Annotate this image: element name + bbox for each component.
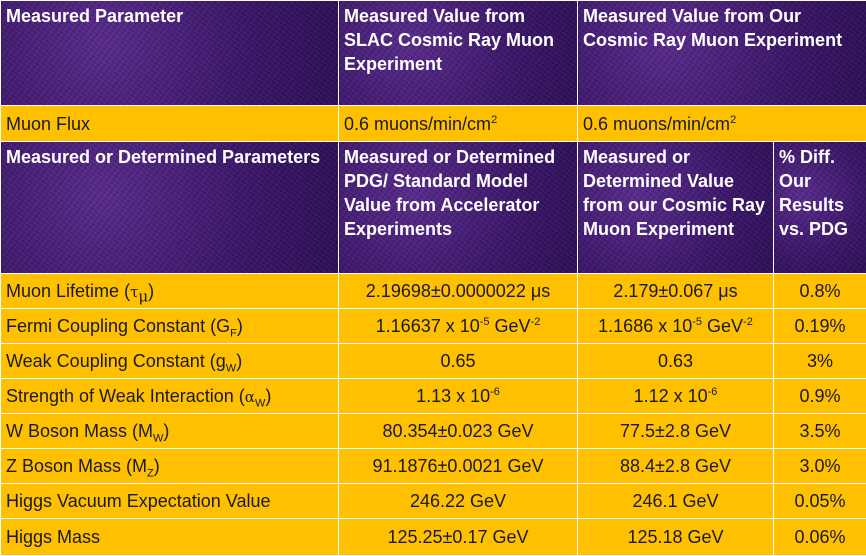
- param-name: W Boson Mass (MW): [1, 414, 339, 449]
- table-row: Z Boson Mass (MZ) 91.1876±0.0021 GeV 88.…: [1, 449, 866, 484]
- our-value: 1.1686 x 10-5 GeV-2: [578, 309, 774, 344]
- muon-flux-row: Muon Flux 0.6 muons/min/cm2 0.6 muons/mi…: [1, 106, 866, 142]
- pdg-value: 125.25±0.17 GeV: [339, 519, 578, 556]
- our-value: 125.18 GeV: [578, 519, 774, 556]
- header-determined-parameters: Measured or Determined Parameters: [1, 142, 339, 274]
- pdg-value: 1.16637 x 10-5 GeV-2: [339, 309, 578, 344]
- param-name: Weak Coupling Constant (gW): [1, 344, 339, 379]
- percent-diff: 3.5%: [774, 414, 866, 449]
- header-row-2: Measured or Determined Parameters Measur…: [1, 142, 866, 274]
- percent-diff: 3.0%: [774, 449, 866, 484]
- pdg-value: 1.13 x 10-6: [339, 379, 578, 414]
- pdg-value: 2.19698±0.0000022 μs: [339, 274, 578, 309]
- percent-diff: 0.8%: [774, 274, 866, 309]
- param-name: Fermi Coupling Constant (GF): [1, 309, 339, 344]
- table-row: Fermi Coupling Constant (GF) 1.16637 x 1…: [1, 309, 866, 344]
- muon-flux-slac: 0.6 muons/min/cm2: [339, 106, 578, 142]
- our-value: 77.5±2.8 GeV: [578, 414, 774, 449]
- param-name: Higgs Vacuum Expectation Value: [1, 484, 339, 519]
- param-name: Strength of Weak Interaction (αW): [1, 379, 339, 414]
- our-value: 88.4±2.8 GeV: [578, 449, 774, 484]
- param-name: Higgs Mass: [1, 519, 339, 556]
- percent-diff: 0.19%: [774, 309, 866, 344]
- table-row: Strength of Weak Interaction (αW) 1.13 x…: [1, 379, 866, 414]
- table-row: Higgs Vacuum Expectation Value 246.22 Ge…: [1, 484, 866, 519]
- header-slac-value: Measured Value from SLAC Cosmic Ray Muon…: [339, 1, 578, 106]
- pdg-value: 91.1876±0.0021 GeV: [339, 449, 578, 484]
- our-value: 246.1 GeV: [578, 484, 774, 519]
- muon-flux-ours: 0.6 muons/min/cm2: [578, 106, 866, 142]
- table-row: W Boson Mass (MW) 80.354±0.023 GeV 77.5±…: [1, 414, 866, 449]
- pdg-value: 246.22 GeV: [339, 484, 578, 519]
- percent-diff: 0.05%: [774, 484, 866, 519]
- our-value: 0.63: [578, 344, 774, 379]
- our-value: 2.179±0.067 μs: [578, 274, 774, 309]
- table-row: Weak Coupling Constant (gW) 0.65 0.63 3%: [1, 344, 866, 379]
- our-value: 1.12 x 10-6: [578, 379, 774, 414]
- param-name: Z Boson Mass (MZ): [1, 449, 339, 484]
- table-row: Higgs Mass 125.25±0.17 GeV 125.18 GeV 0.…: [1, 519, 866, 556]
- percent-diff: 3%: [774, 344, 866, 379]
- pdg-value: 80.354±0.023 GeV: [339, 414, 578, 449]
- header-row-1: Measured Parameter Measured Value from S…: [1, 1, 866, 106]
- header-pdg-value: Measured or Determined PDG/ Standard Mod…: [339, 142, 578, 274]
- header-our-value: Measured Value from Our Cosmic Ray Muon …: [578, 1, 866, 106]
- header-measured-parameter: Measured Parameter: [1, 1, 339, 106]
- muon-flux-label: Muon Flux: [1, 106, 339, 142]
- percent-diff: 0.06%: [774, 519, 866, 556]
- percent-diff: 0.9%: [774, 379, 866, 414]
- table-row: Muon Lifetime (τμ) 2.19698±0.0000022 μs …: [1, 274, 866, 309]
- header-percent-diff: % Diff. Our Results vs. PDG: [774, 142, 866, 274]
- param-name: Muon Lifetime (τμ): [1, 274, 339, 309]
- pdg-value: 0.65: [339, 344, 578, 379]
- header-our-determined-value: Measured or Determined Value from our Co…: [578, 142, 774, 274]
